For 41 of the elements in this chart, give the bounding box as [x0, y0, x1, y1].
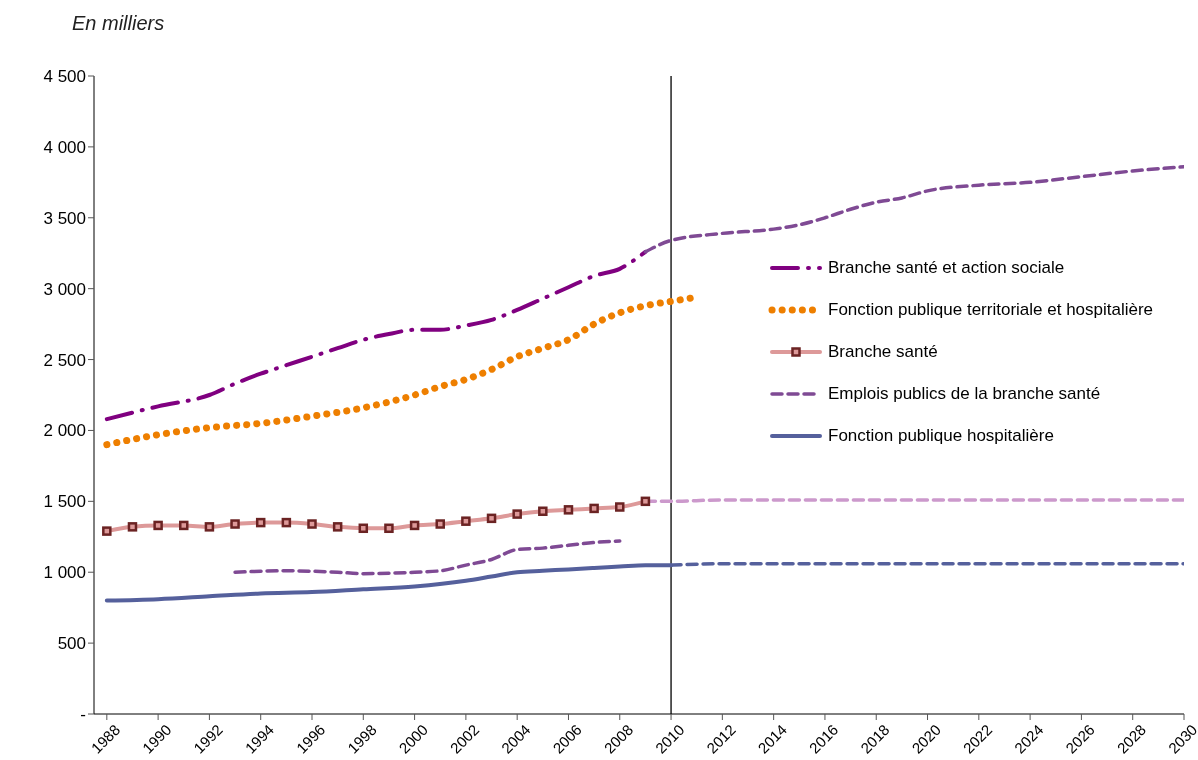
point	[589, 503, 599, 514]
point	[512, 509, 522, 519]
y-tick-label: 3 500	[43, 208, 86, 228]
y-tick-label: 1 500	[43, 492, 86, 512]
y-tick-label: 500	[57, 634, 86, 654]
y-tick-label: 4 500	[43, 67, 86, 87]
point	[461, 516, 471, 526]
point	[255, 517, 266, 528]
point	[640, 496, 651, 507]
point	[179, 520, 189, 531]
point	[281, 517, 292, 528]
point	[615, 502, 625, 512]
point	[102, 526, 112, 536]
legend-label: Fonction publique hospitalière	[828, 426, 1054, 446]
point	[358, 523, 369, 534]
y-tick-label: 4 000	[43, 137, 86, 157]
y-tick-label: 3 000	[43, 279, 86, 299]
point	[204, 522, 215, 532]
point	[538, 506, 548, 517]
legend-label: Branche santé	[828, 342, 938, 362]
point	[563, 505, 574, 515]
point	[230, 519, 240, 529]
point	[409, 520, 420, 531]
y-axis-title: En milliers	[72, 12, 165, 35]
legend-label: Fonction publique territoriale et hospitalière	[828, 300, 1154, 320]
legend-label: Emplois publics de la branche santé	[828, 384, 1101, 404]
legend-label: Branche santé et action sociale	[828, 258, 1065, 278]
y-tick-label: -	[80, 705, 86, 725]
y-tick-label: 2 500	[43, 350, 86, 370]
point	[486, 513, 497, 524]
line-series	[643, 164, 1184, 254]
y-tick-label: 1 000	[43, 563, 86, 583]
y-tick-label: 2 000	[43, 421, 86, 441]
point	[307, 519, 317, 529]
point	[384, 523, 394, 534]
line-series	[104, 249, 648, 422]
point	[153, 520, 163, 531]
line-series	[233, 539, 622, 576]
point	[332, 522, 343, 532]
point	[435, 519, 445, 529]
point	[127, 522, 138, 532]
